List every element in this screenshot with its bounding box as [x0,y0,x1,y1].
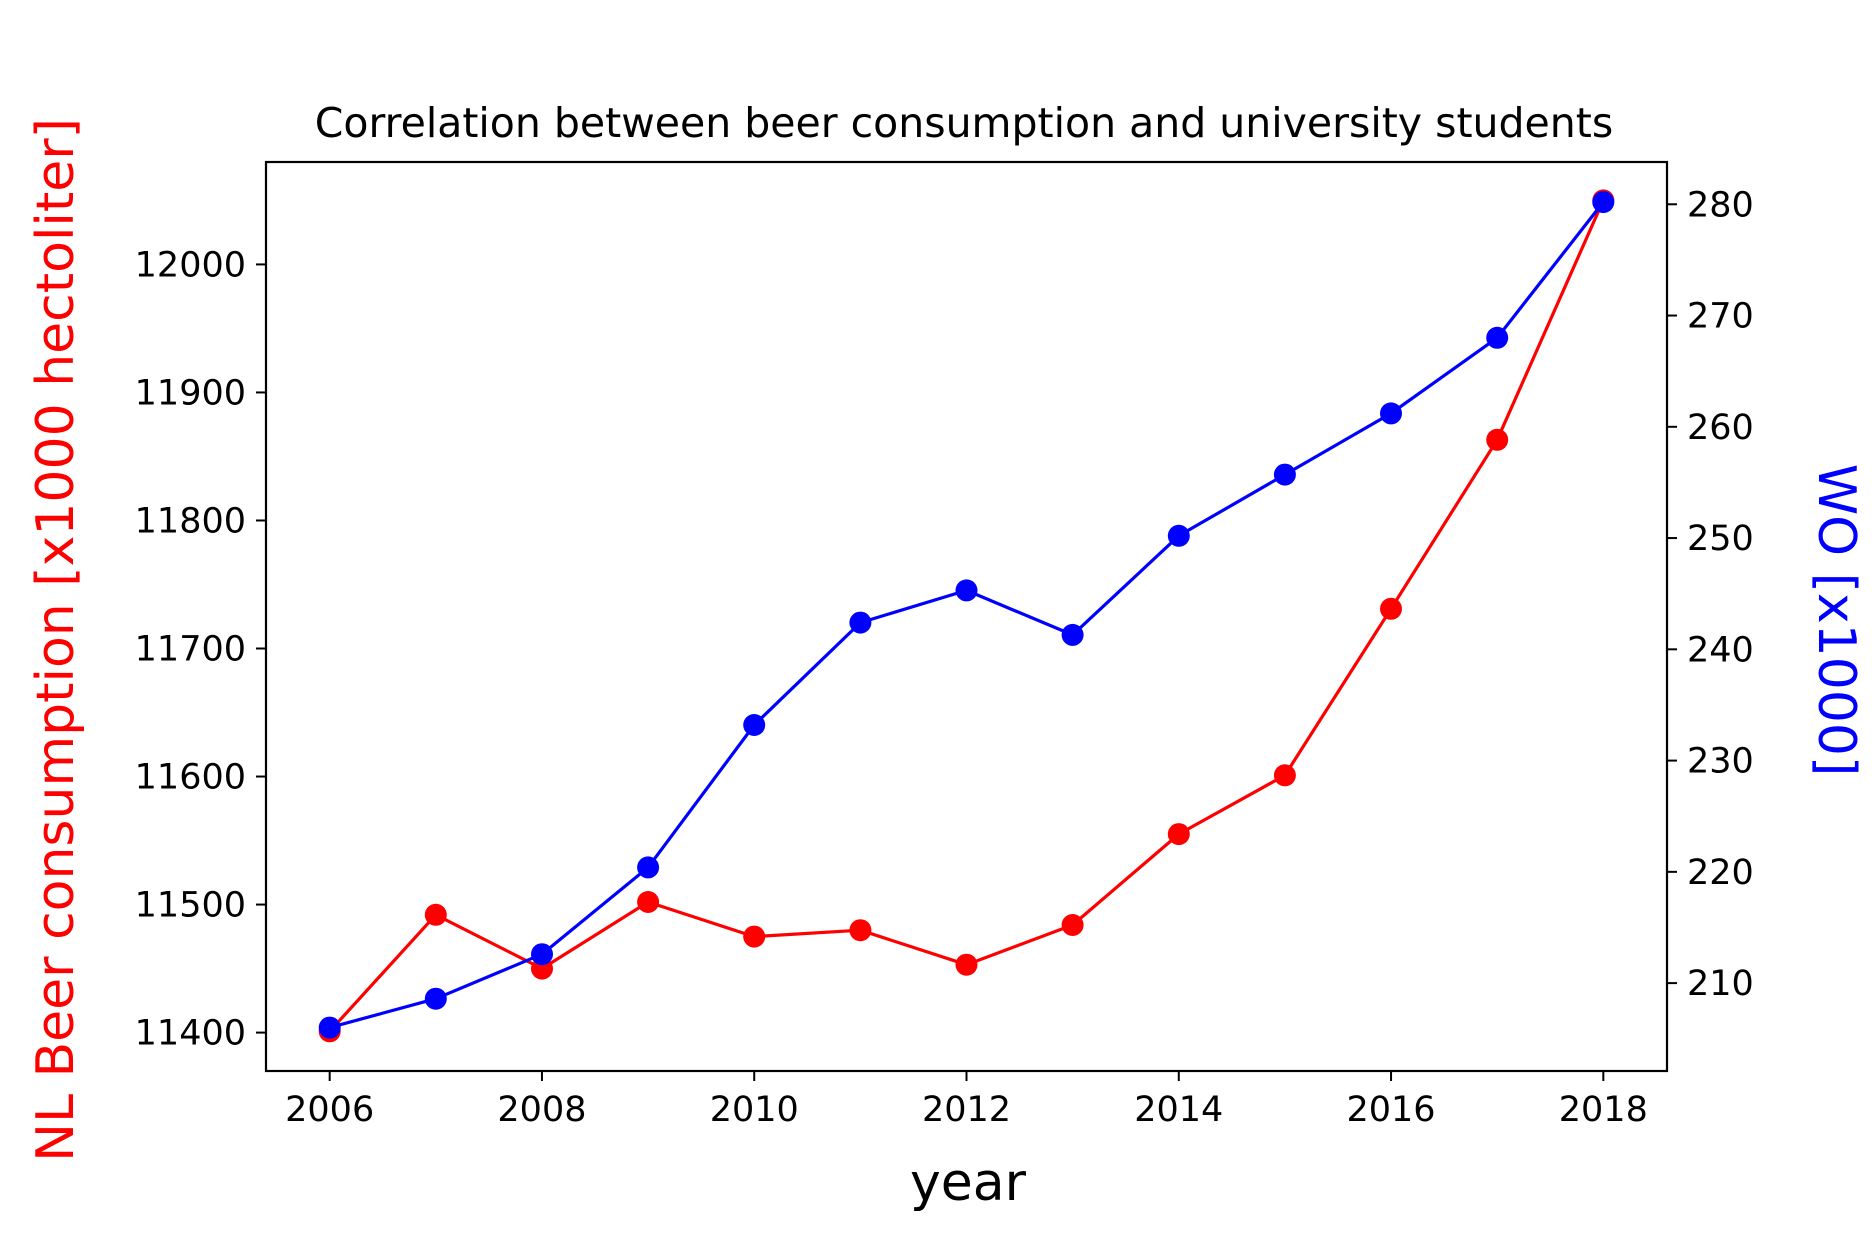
data-point-right [1486,326,1509,349]
y-tick-label-left: 11900 [135,373,246,413]
data-point-right [1061,623,1084,646]
series-layer [318,189,1615,1043]
data-point-left [955,953,978,976]
data-point-right [424,987,447,1010]
x-tick-label: 2006 [285,1090,374,1130]
y-tick-label-left: 11800 [135,501,246,541]
data-point-left [849,919,872,942]
x-tick-label: 2010 [710,1090,799,1130]
data-point-left [1273,764,1296,787]
y-tick-label-left: 11500 [135,886,246,926]
data-point-right [1167,524,1190,547]
data-point-left [1167,823,1190,846]
x-tick-label: 2016 [1347,1090,1436,1130]
y-axis-label-right: WO [x1000] [1806,464,1866,777]
y-tick-label-right: 220 [1687,853,1754,893]
y-tick-label-left: 11700 [135,630,246,670]
y-tick-label-left: 11400 [135,1014,246,1054]
x-tick-label: 2012 [922,1090,1011,1130]
series-line-left [328,199,1605,1033]
y-axis-label-left: NL Beer consumption [x1000 hectoliter] [26,118,86,1162]
data-point-right [1273,463,1296,486]
data-point-left [424,903,447,926]
chart-title: Correlation between beer consumption and… [315,99,1613,147]
y-tick-label-right: 280 [1687,185,1754,225]
x-tick-label: 2014 [1134,1090,1223,1130]
data-point-left [637,891,660,913]
y-tick-label-right: 210 [1687,964,1754,1004]
data-point-right [743,714,766,736]
y-tick-label-right: 240 [1687,630,1754,670]
data-point-right [955,579,978,602]
y-tick-label-right: 230 [1687,742,1754,782]
y-tick-label-right: 250 [1687,519,1754,559]
data-point-right [1592,191,1615,214]
data-point-right [318,1016,341,1039]
data-point-right [1380,402,1402,425]
axes-layer: 2006 2008 2010 2012 2014 2016 2018 11400 11500 11… [135,160,1754,1130]
y-tick-label-right: 270 [1687,297,1754,337]
data-point-right [637,856,660,879]
data-point-right [531,943,553,966]
x-axis-label: year [910,1153,1027,1213]
data-point-left [1486,428,1509,451]
y-tick-label-right: 260 [1687,408,1754,448]
series-line-right [329,201,1605,1030]
y-tick-label-left: 12000 [135,245,246,285]
x-tick-label: 2008 [497,1090,586,1130]
data-point-left [1380,597,1402,620]
y-tick-label-left: 11600 [135,758,246,798]
data-point-left [1061,914,1084,936]
data-point-right [849,611,872,634]
x-tick-label: 2018 [1559,1090,1648,1130]
data-point-left [743,925,766,948]
